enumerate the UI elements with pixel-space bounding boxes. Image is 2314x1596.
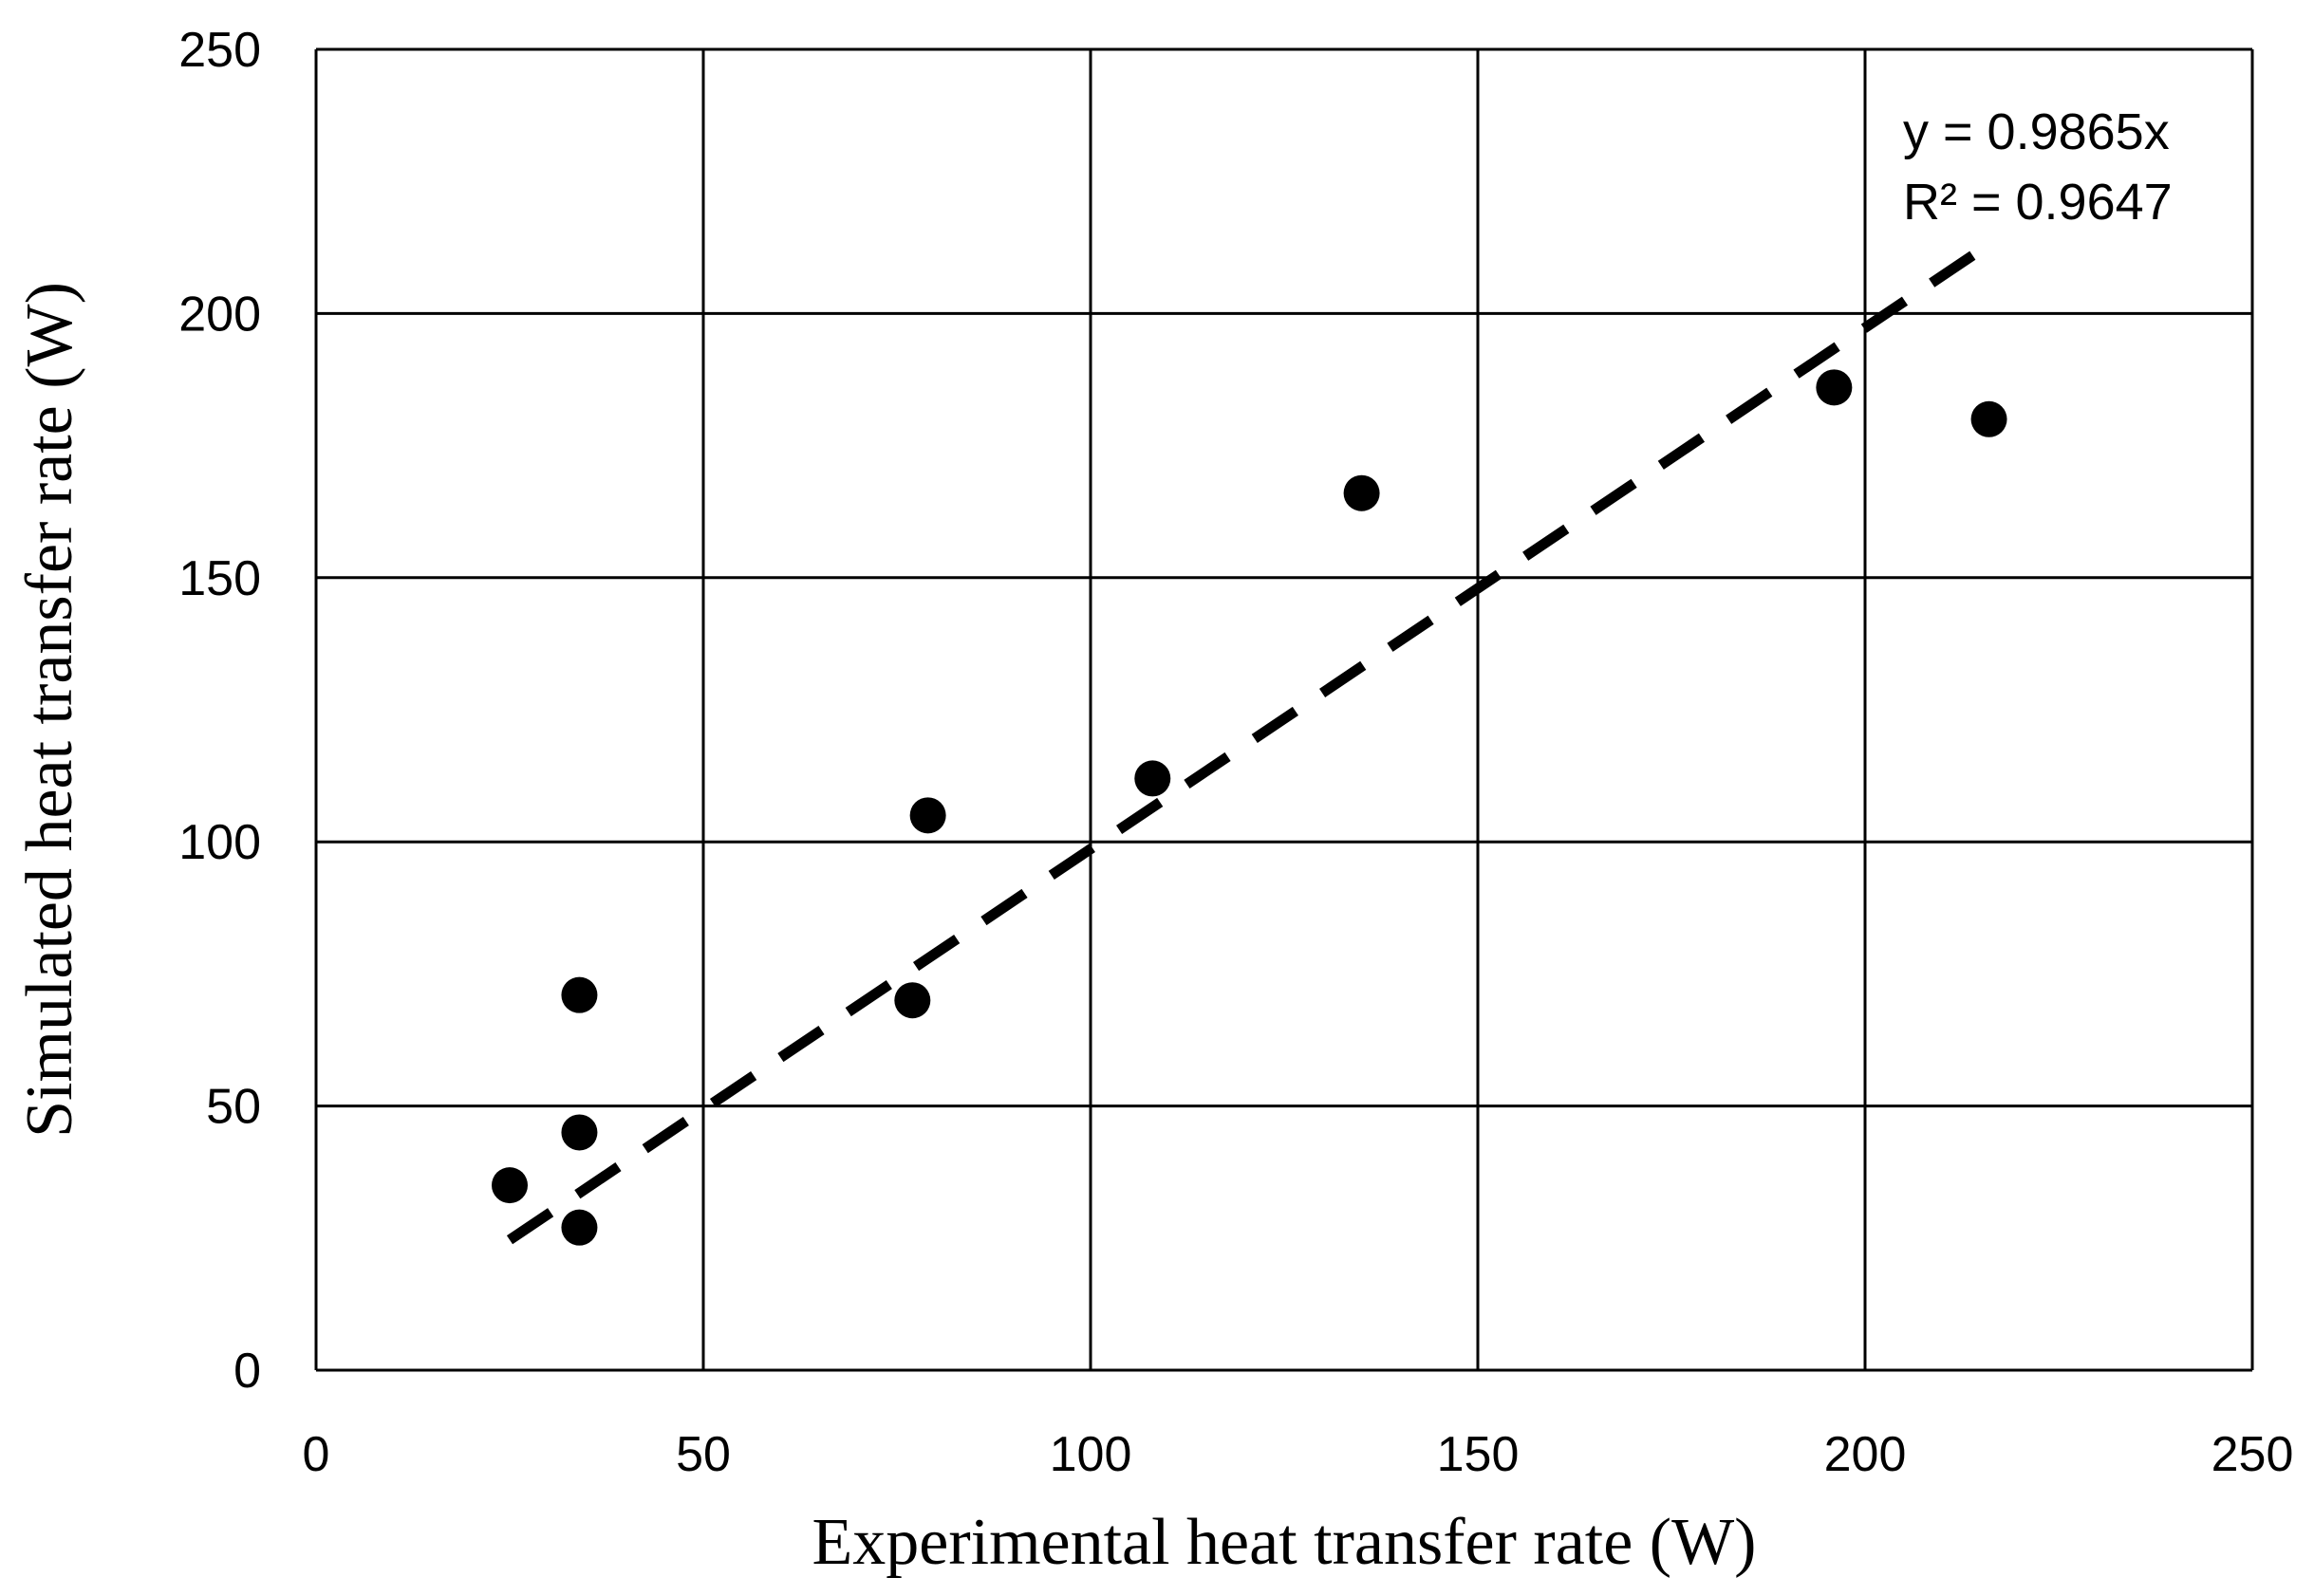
data-point — [1343, 474, 1380, 511]
x-tick-label: 100 — [1050, 1427, 1132, 1482]
y-tick-label: 200 — [178, 287, 261, 342]
data-point — [561, 1209, 598, 1246]
x-tick-label: 0 — [303, 1427, 330, 1482]
data-points — [492, 369, 2007, 1246]
x-axis-ticks: 0 50 100 150 200 250 — [303, 1427, 2294, 1482]
y-tick-label: 150 — [178, 551, 261, 606]
y-axis-title: Simulated heat transfer rate (W) — [13, 282, 86, 1138]
data-point — [1134, 760, 1171, 797]
y-axis-ticks: 0 50 100 150 200 250 — [178, 23, 261, 1399]
data-point — [1816, 369, 1853, 406]
grid — [314, 47, 2254, 1372]
x-tick-label: 250 — [2211, 1427, 2294, 1482]
x-tick-label: 150 — [1437, 1427, 1520, 1482]
trendline — [506, 239, 1992, 1245]
x-tick-label: 50 — [676, 1427, 731, 1482]
y-tick-label: 100 — [178, 815, 261, 870]
x-tick-label: 200 — [1824, 1427, 1907, 1482]
x-axis-title: Experimental heat transfer rate (W) — [812, 1506, 1756, 1579]
y-tick-label: 250 — [178, 23, 261, 78]
data-point — [561, 1114, 598, 1151]
plot-area — [316, 49, 2252, 1370]
data-point — [894, 982, 931, 1019]
data-point — [561, 976, 598, 1013]
data-point — [909, 797, 946, 834]
data-point — [492, 1167, 528, 1204]
y-tick-label: 50 — [206, 1080, 261, 1135]
r-squared-label: R² = 0.9647 — [1903, 174, 2173, 231]
y-tick-label: 0 — [233, 1344, 261, 1399]
trendline-equation: y = 0.9865x — [1903, 103, 2170, 160]
data-point — [1970, 400, 2007, 437]
